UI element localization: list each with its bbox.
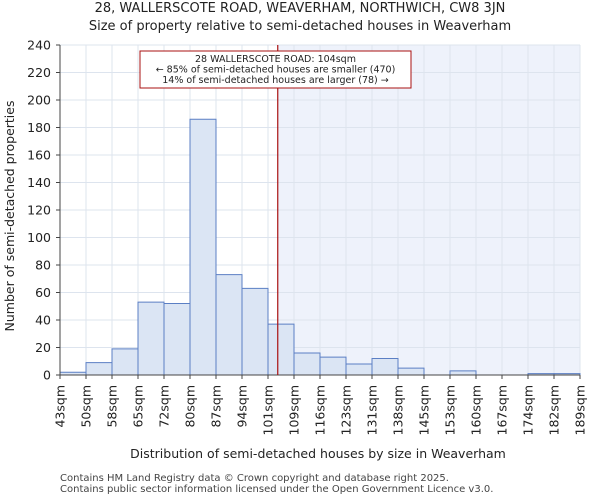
y-axis-label: Number of semi-detached properties — [2, 101, 17, 332]
footer-copyright: Contains HM Land Registry data © Crown c… — [60, 473, 449, 484]
x-tick-label: 43sqm — [53, 385, 68, 428]
x-tick-label: 138sqm — [391, 385, 406, 435]
y-tick-label: 40 — [35, 313, 51, 328]
bar — [189, 118, 217, 376]
bar — [241, 287, 269, 376]
y-tick-label: 200 — [27, 93, 51, 108]
x-tick-label: 80sqm — [183, 385, 198, 428]
x-tick-label: 153sqm — [443, 385, 458, 435]
y-tick-label: 220 — [27, 65, 51, 80]
x-tick-label: 189sqm — [573, 385, 588, 435]
footer-licence: Contains public sector information licen… — [60, 484, 494, 495]
bar — [449, 370, 477, 376]
x-tick-label: 87sqm — [209, 385, 224, 428]
x-tick-label: 72sqm — [157, 385, 172, 428]
x-tick-label: 109sqm — [287, 385, 302, 435]
x-tick-label: 65sqm — [131, 385, 146, 428]
bar — [111, 348, 139, 376]
x-tick-label: 182sqm — [547, 385, 562, 435]
x-tick-label: 101sqm — [261, 385, 276, 435]
y-tick-label: 100 — [27, 230, 51, 245]
x-axis-label: Distribution of semi-detached houses by … — [130, 446, 506, 461]
marker-annotation-box — [139, 50, 412, 89]
bar — [371, 358, 399, 376]
y-tick-label: 120 — [27, 203, 51, 218]
x-tick-label: 131sqm — [365, 385, 380, 435]
y-tick-label: 160 — [27, 148, 51, 163]
bar — [397, 367, 425, 376]
x-tick-label: 174sqm — [521, 385, 536, 435]
bar — [85, 362, 113, 376]
bar — [137, 301, 165, 376]
bar — [215, 274, 243, 376]
y-tick-label: 140 — [27, 175, 51, 190]
marker-annotation-line: ← 85% of semi-detached houses are smalle… — [156, 65, 396, 76]
x-tick-label: 94sqm — [235, 385, 250, 428]
bar — [163, 303, 191, 376]
y-tick-label: 240 — [27, 38, 51, 53]
marker-annotation-line: 14% of semi-detached houses are larger (… — [162, 75, 389, 86]
y-tick-label: 60 — [35, 285, 51, 300]
x-tick-label: 167sqm — [495, 385, 510, 435]
y-tick-label: 0 — [43, 368, 51, 383]
y-tick-label: 80 — [35, 258, 51, 273]
x-tick-label: 145sqm — [417, 385, 432, 435]
x-tick-label: 50sqm — [79, 385, 94, 428]
x-tick-label: 58sqm — [105, 385, 120, 428]
x-tick-label: 123sqm — [339, 385, 354, 435]
bar — [293, 352, 321, 376]
y-tick-label: 180 — [27, 120, 51, 135]
bar — [345, 363, 373, 376]
bar — [267, 323, 295, 376]
chart-subtitle: Size of property relative to semi-detach… — [88, 19, 512, 34]
x-tick-label: 160sqm — [469, 385, 484, 435]
marker-annotation-line: 28 WALLERSCOTE ROAD: 104sqm — [195, 54, 356, 65]
x-tick-label: 116sqm — [313, 385, 328, 435]
y-tick-label: 20 — [35, 340, 51, 355]
bar — [319, 356, 347, 376]
chart-title: 28, WALLERSCOTE ROAD, WEAVERHAM, NORTHWI… — [94, 1, 506, 16]
